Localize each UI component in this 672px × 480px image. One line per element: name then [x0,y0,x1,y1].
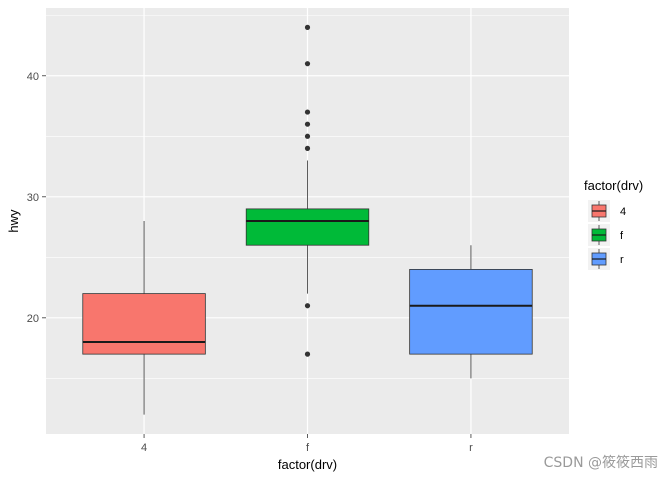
y-axis-ticks: 20 30 40 [27,71,46,325]
outlier-point [304,145,311,151]
box-body [82,293,206,355]
x-axis-ticks: 4 f r [141,434,473,454]
outlier-point [304,109,311,115]
legend-label: f [620,230,624,242]
boxes [82,24,533,415]
box-r [409,245,533,379]
outlier-point [304,121,311,127]
box-body [245,208,370,246]
legend-entry-r: r [588,248,624,270]
outlier-point [304,24,311,30]
watermark: CSDN @筱筱西雨 [543,455,658,471]
outlier-point [304,133,311,139]
legend-entry-4: 4 [588,200,626,222]
outlier-point [304,351,311,357]
legend-entry-f: f [588,224,624,246]
y-axis-title: hwy [6,209,21,233]
y-tick-label: 30 [27,192,39,204]
y-tick-label: 20 [27,313,39,325]
legend-label: r [620,254,624,266]
legend-title: factor(drv) [584,178,643,193]
x-tick-label: 4 [141,442,147,454]
outlier-point [304,61,311,67]
y-tick-label: 40 [27,71,39,83]
box-body [409,269,533,355]
x-axis-title: factor(drv) [278,457,337,472]
x-tick-label: r [469,442,473,454]
legend: factor(drv) 4 fr [584,178,643,270]
box-4 [82,221,206,415]
outlier-point [304,303,311,309]
box-f [245,24,370,357]
x-tick-label: f [306,442,310,454]
legend-label: 4 [620,206,626,218]
